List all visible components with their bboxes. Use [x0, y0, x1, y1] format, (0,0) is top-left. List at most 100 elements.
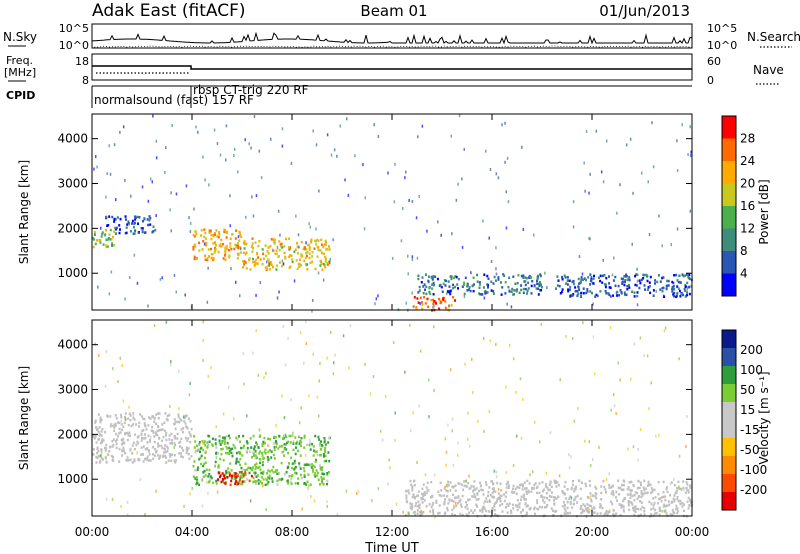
velocity-cell [573, 487, 576, 491]
velocity-cell [588, 504, 591, 507]
velocity-cell [322, 453, 325, 456]
velocity-cell [615, 490, 618, 494]
velocity-cell [310, 466, 313, 469]
power-scatter-cell [418, 195, 420, 198]
velocity-scatter-cell [471, 357, 473, 361]
power-cell [539, 273, 542, 276]
velocity-cell [319, 468, 322, 471]
velocity-scatter-cell [284, 363, 287, 367]
power-scatter-cell [690, 150, 692, 154]
power-scatter-cell [213, 128, 216, 132]
velocity-cell [146, 441, 149, 444]
power-scatter-cell [234, 147, 236, 151]
power-cell [676, 285, 679, 288]
power-cell [296, 242, 298, 245]
velocity-cell [463, 480, 466, 483]
velocity-scatter-cell [318, 379, 320, 383]
power-scatter-cell [97, 285, 99, 289]
velocity-cell [531, 487, 534, 491]
velocity-cell [568, 497, 571, 500]
velocity-scatter-cell [573, 419, 576, 423]
power-y-tick-label: 4000 [57, 132, 88, 146]
velocity-cell [305, 463, 308, 466]
power-cell [461, 285, 464, 288]
velocity-cell [323, 437, 326, 440]
power-cell [311, 260, 314, 264]
power-scatter-cell [317, 271, 320, 275]
power-cell [572, 282, 575, 286]
power-cell [239, 234, 242, 237]
velocity-cell [319, 454, 322, 457]
velocity-cell [437, 512, 440, 515]
power-cell [323, 252, 325, 256]
power-scatter-cell [566, 279, 569, 283]
velocity-cell [580, 504, 583, 508]
velocity-scatter-cell [407, 511, 410, 515]
velocity-scatter-cell [402, 510, 404, 514]
velocity-cell [516, 508, 519, 512]
power-scatter-cell [239, 294, 241, 298]
power-cell [608, 282, 611, 285]
velocity-cell [468, 498, 471, 501]
velocity-cell [240, 470, 243, 474]
velocity-cell [552, 496, 555, 499]
velocity-cell [242, 446, 245, 449]
velocity-scatter-cell [483, 429, 485, 433]
velocity-cell [516, 499, 519, 502]
velocity-cell [587, 507, 590, 510]
velocity-cell [208, 480, 210, 484]
velocity-cell [297, 477, 300, 480]
power-cell [620, 277, 623, 280]
power-cell [429, 292, 432, 295]
power-cell [646, 279, 649, 283]
power-cell [628, 276, 631, 279]
power-cell [425, 285, 428, 289]
power-scatter-cell [641, 171, 643, 175]
velocity-scatter-cell [267, 443, 269, 447]
power-cell [129, 230, 132, 233]
velocity-scatter-cell [444, 437, 447, 441]
velocity-cell [288, 434, 291, 438]
velocity-scatter-cell [451, 429, 453, 433]
power-scatter-cell [451, 232, 453, 236]
velocity-cell [637, 507, 640, 511]
velocity-cell [129, 458, 132, 461]
velocity-cell [196, 468, 199, 471]
power-cell [212, 234, 215, 238]
velocity-cell [228, 436, 231, 440]
power-cell [673, 288, 676, 291]
velocity-cell [423, 499, 426, 502]
velocity-scatter-cell [477, 420, 479, 424]
velocity-scatter-cell [388, 458, 390, 462]
velocity-cell [522, 497, 525, 500]
power-scatter-cell [245, 215, 247, 219]
power-scatter-cell [522, 227, 525, 231]
power-scatter-cell [405, 301, 407, 305]
power-cell [599, 274, 602, 278]
velocity-cell [651, 488, 654, 492]
velocity-scatter-cell [389, 466, 391, 470]
power-scatter-cell [595, 129, 598, 133]
velocity-cell [689, 486, 692, 489]
power-cell [200, 234, 203, 237]
velocity-cell [610, 486, 613, 489]
power-cell [478, 286, 481, 289]
power-cell [219, 242, 222, 246]
power-cell [533, 284, 536, 287]
nsearch-label: N.Search [747, 30, 800, 44]
velocity-cell [406, 500, 409, 503]
velocity-cell [639, 508, 642, 511]
velocity-colorbar-swatch [722, 492, 736, 510]
power-scatter-cell [330, 153, 333, 157]
velocity-cell [299, 467, 302, 470]
power-cell [512, 275, 515, 278]
velocity-cell [417, 494, 420, 497]
power-scatter-cell [225, 158, 227, 162]
velocity-cell [326, 482, 328, 486]
power-scatter-cell [235, 280, 237, 284]
power-scatter-cell [255, 293, 257, 297]
velocity-cell [636, 486, 639, 490]
velocity-cell [527, 491, 530, 494]
power-cell [306, 263, 309, 266]
power-cell [214, 248, 217, 251]
